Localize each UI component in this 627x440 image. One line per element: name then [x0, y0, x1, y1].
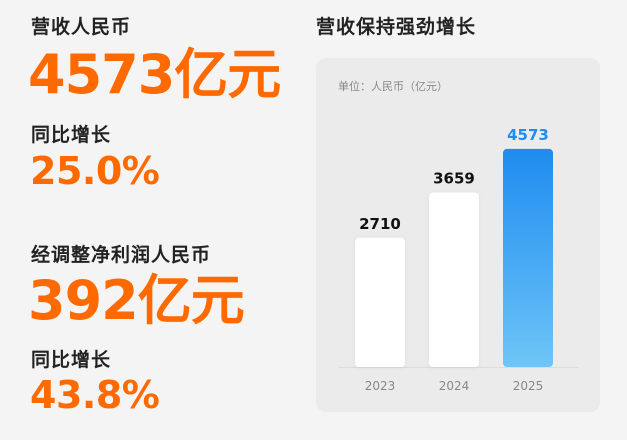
revenue-yoy-label: 同比增长 — [31, 124, 112, 146]
net-profit-label: 经调整净利润人民币 — [31, 244, 212, 266]
revenue-yoy-value: 25.0% — [30, 149, 160, 193]
chart-unit-label: 单位：人民币（亿元） — [338, 80, 448, 93]
x-tick-label-2024: 2024 — [439, 379, 470, 393]
data-label-2024: 3659 — [433, 169, 475, 187]
x-tick-label-2025: 2025 — [513, 379, 544, 393]
data-label-2025: 4573 — [507, 126, 549, 144]
x-tick-label-2023: 2023 — [365, 379, 396, 393]
bar-2024 — [429, 192, 479, 367]
chart-heading: 营收保持强劲增长 — [316, 16, 477, 38]
net-profit-yoy-value: 43.8% — [30, 373, 160, 417]
revenue-value: 4573亿元 — [28, 43, 281, 106]
revenue-label: 营收人民币 — [31, 16, 132, 38]
bar-chart: 2710 2023 3659 2024 4573 2025 — [338, 126, 578, 393]
net-profit-yoy-label: 同比增长 — [31, 349, 112, 371]
data-label-2023: 2710 — [359, 215, 401, 233]
chart-panel: 单位：人民币（亿元） 2710 2023 3659 2024 4573 2025 — [316, 58, 600, 412]
bar-2023 — [355, 237, 405, 367]
bar-2025 — [503, 148, 553, 367]
net-profit-value: 392亿元 — [28, 269, 245, 332]
